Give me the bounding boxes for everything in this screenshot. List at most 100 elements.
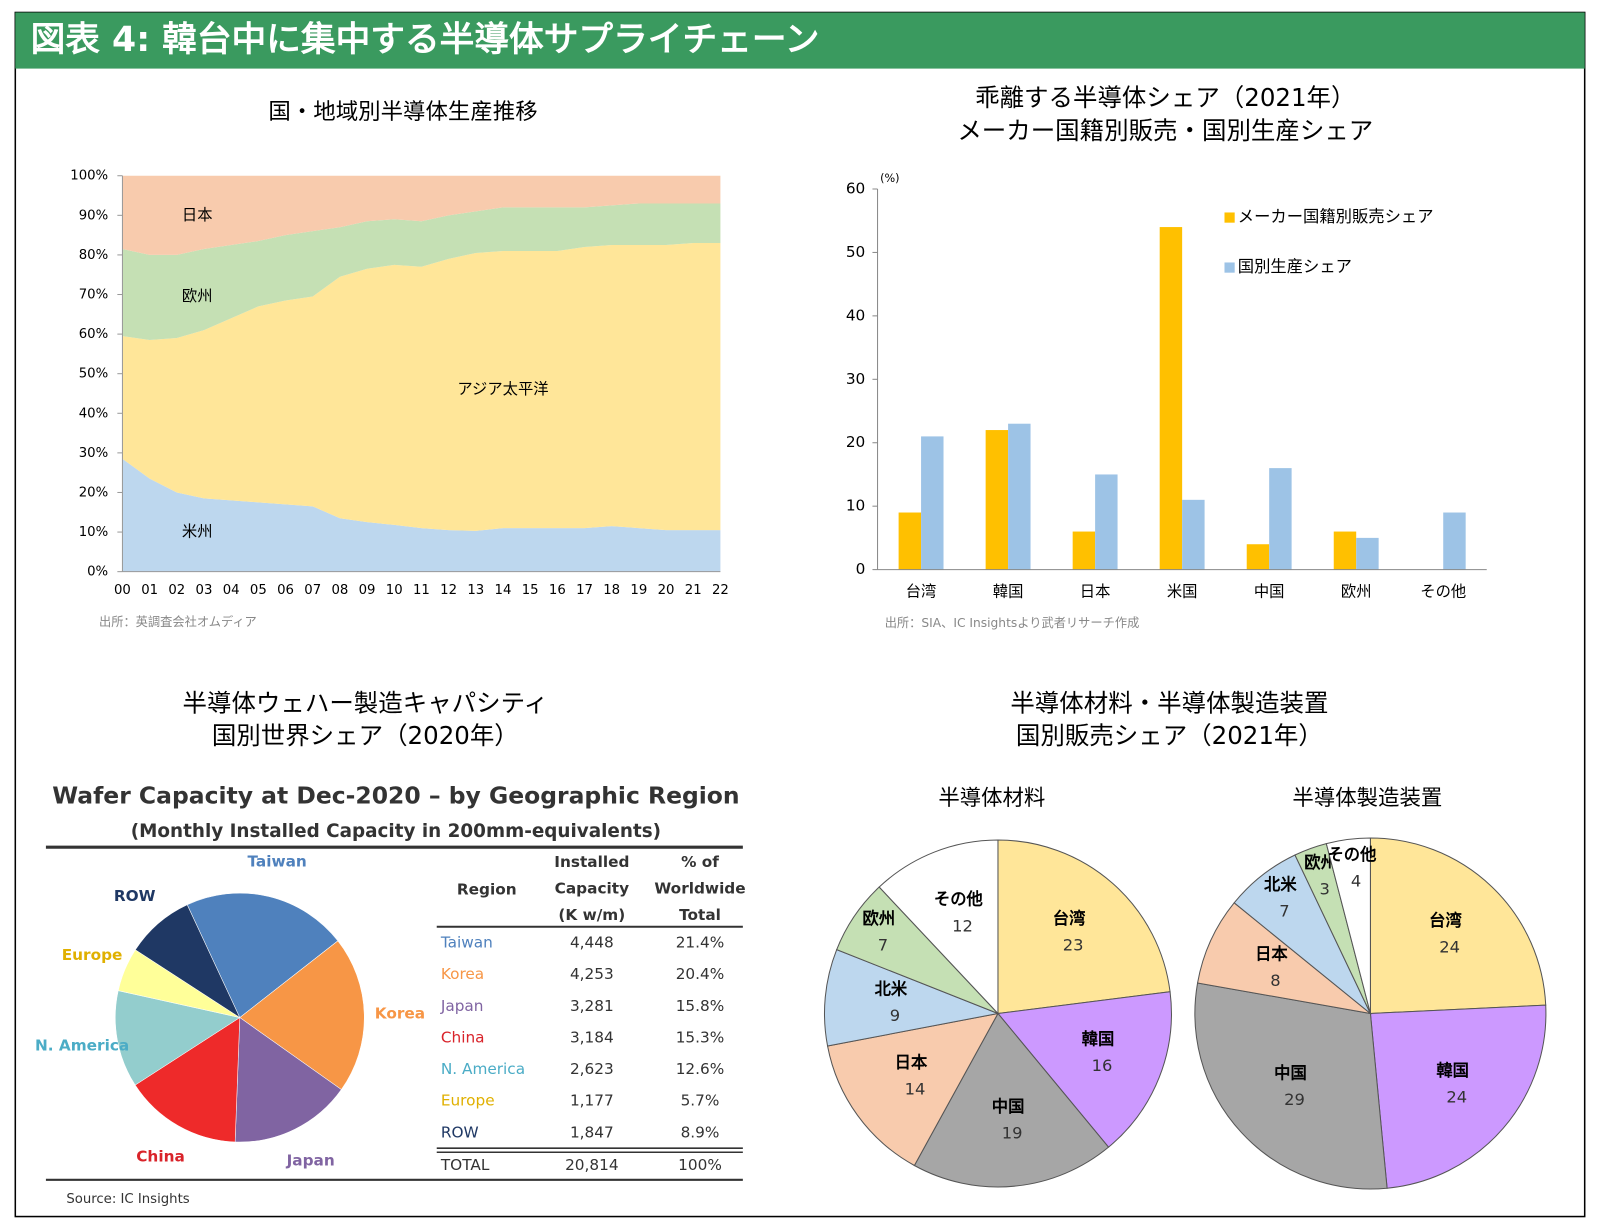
- y-tick-label: 80%: [79, 248, 108, 263]
- chart-title: メーカー国籍別販売・国別生産シェア: [957, 116, 1373, 145]
- bar: [1269, 468, 1292, 570]
- table-cell: 2,623: [570, 1060, 614, 1078]
- inner-subtitle: (Monthly Installed Capacity in 200mm-equ…: [131, 821, 661, 842]
- area-2: [122, 203, 721, 341]
- table-total: 100%: [678, 1156, 722, 1174]
- series-label: アジア太平洋: [457, 380, 548, 398]
- legend-label: 国別生産シェア: [1238, 257, 1352, 276]
- x-tick-label: 11: [413, 583, 430, 598]
- chart-title: 国別世界シェア（2020年）: [212, 721, 519, 750]
- table-cell: 8.9%: [681, 1123, 720, 1141]
- pie-slice: [1325, 837, 1371, 1014]
- table-header: Region: [457, 881, 517, 899]
- pie-slice: [1194, 982, 1388, 1190]
- slice-value: 24: [1446, 1088, 1467, 1107]
- x-tick-label: 02: [168, 583, 185, 598]
- pie-slice: [996, 991, 1172, 1148]
- table-cell: 3,281: [570, 997, 614, 1015]
- slice-label: N. America: [35, 1036, 129, 1054]
- pie-slice: [878, 839, 999, 1015]
- table-header: (K w/m): [558, 906, 625, 924]
- table-total: 20,814: [565, 1156, 619, 1174]
- x-tick-label: 00: [114, 583, 131, 598]
- slice-value: 7: [878, 935, 888, 954]
- slice-label: 韓国: [1436, 1061, 1469, 1080]
- x-tick-label: 14: [495, 583, 512, 598]
- slice-value: 7: [1279, 902, 1289, 921]
- table-cell: Korea: [441, 965, 484, 983]
- slice-label: 北米: [875, 980, 908, 999]
- pie-slice: [234, 1017, 342, 1143]
- x-tick-label: 04: [223, 583, 240, 598]
- source-note: Source: IC Insights: [66, 1192, 189, 1207]
- slice-label: その他: [1327, 845, 1377, 864]
- y-tick-label: 0%: [87, 565, 108, 580]
- slice-value: 8: [1270, 971, 1280, 990]
- table-header: Worldwide: [654, 880, 745, 898]
- bar: [1333, 531, 1357, 570]
- bar: [1443, 512, 1466, 570]
- chart-title: 半導体材料・半導体製造装置: [1010, 688, 1328, 717]
- x-tick-label: 10: [386, 583, 403, 598]
- bar: [1008, 423, 1031, 570]
- x-tick-label: 欧州: [1341, 583, 1372, 601]
- slice-value: 4: [1351, 872, 1361, 891]
- table-cell: 15.8%: [676, 997, 725, 1015]
- y-tick-label: 60: [846, 180, 865, 198]
- table-cell: N. America: [441, 1060, 525, 1078]
- slice-label: 欧州: [1304, 853, 1337, 872]
- y-tick-label: 30: [846, 370, 865, 388]
- slice-label: 欧州: [863, 909, 896, 928]
- x-tick-label: 日本: [1080, 583, 1111, 601]
- series-label: 日本: [182, 206, 213, 224]
- slice-value: 9: [890, 1006, 900, 1025]
- x-tick-label: 05: [250, 583, 267, 598]
- table-header: % of: [681, 853, 719, 871]
- table-cell: Japan: [440, 997, 484, 1015]
- table-cell: 15.3%: [676, 1028, 725, 1046]
- pie-slice: [239, 940, 365, 1090]
- pie-slice: [1196, 902, 1373, 1015]
- table-cell: 1,177: [570, 1092, 614, 1110]
- y-tick-label: 10%: [79, 525, 108, 540]
- slice-label: ROW: [114, 887, 156, 905]
- slice-label: 中国: [1274, 1064, 1307, 1083]
- slice-label: 日本: [895, 1053, 928, 1072]
- table-cell: ROW: [441, 1123, 479, 1141]
- table-cell: 3,184: [570, 1028, 614, 1046]
- chart-title: 乖離する半導体シェア（2021年）: [975, 83, 1355, 112]
- pie-slice: [135, 904, 241, 1019]
- series-label: 米州: [182, 523, 213, 541]
- x-tick-label: 18: [603, 583, 620, 598]
- table-cell: 1,847: [570, 1123, 614, 1141]
- y-tick-label: 30%: [79, 446, 108, 461]
- area-0: [122, 458, 721, 572]
- slice-label: 台湾: [1429, 911, 1462, 930]
- y-tick-label: 20%: [79, 485, 108, 500]
- y-tick-label: 40: [846, 306, 865, 324]
- slice-label: Korea: [375, 1004, 425, 1022]
- legend-swatch: [1224, 212, 1235, 223]
- table-cell: 20.4%: [676, 965, 725, 983]
- bar: [921, 436, 944, 570]
- source-note: 出所：英調査会社オムディア: [99, 614, 257, 629]
- y-tick-label: 60%: [79, 327, 108, 342]
- y-tick-label: 20: [846, 433, 865, 451]
- y-tick-label: 50%: [79, 367, 108, 382]
- y-axis-label: (%): [880, 172, 899, 185]
- table-total: TOTAL: [440, 1156, 490, 1174]
- pie-slice: [1369, 837, 1547, 1015]
- x-tick-label: 12: [440, 583, 457, 598]
- figure-title: 図表 4: 韓台中に集中する半導体サプライチェーン: [31, 20, 820, 60]
- bar: [1095, 474, 1118, 570]
- bar: [1159, 227, 1183, 570]
- x-tick-label: 韓国: [993, 583, 1024, 601]
- slice-value: 16: [1092, 1056, 1113, 1075]
- slice-label: China: [136, 1147, 185, 1165]
- table-header: Total: [679, 906, 721, 924]
- x-tick-label: 米国: [1167, 583, 1198, 601]
- bar: [1072, 531, 1096, 570]
- pie-slice: [823, 948, 1000, 1047]
- chart-subtitle: 半導体材料: [938, 786, 1045, 811]
